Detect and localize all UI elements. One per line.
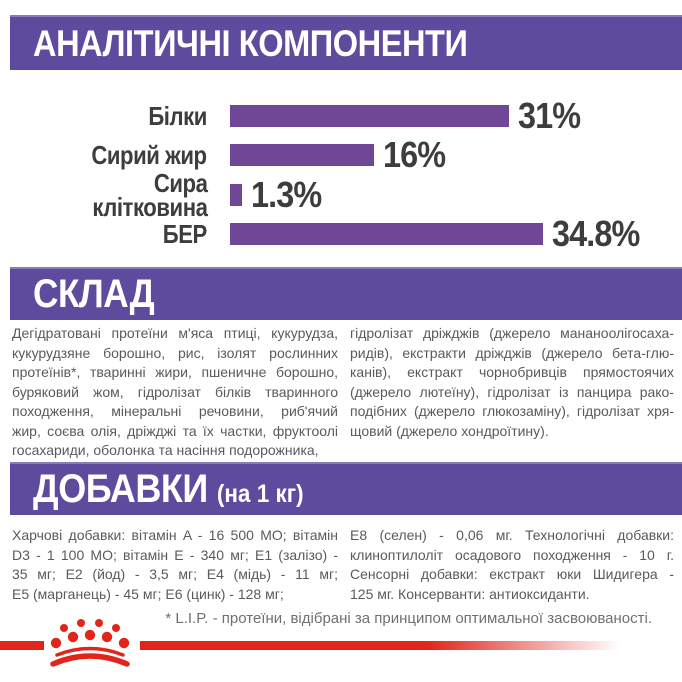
additives-title-row: ДОБАВКИ (на 1 кг) — [33, 467, 304, 512]
analytical-components-chart: Білки 31% Сирий жир 16% Сира клітковина 1.3% Б… — [0, 0, 682, 260]
chart-row: Сира клітковина 1.3% — [0, 168, 329, 222]
section-header-analytical: АНАЛІТИЧНІ КОМПОНЕНТИ — [10, 15, 682, 70]
chart-value-label: 31% — [518, 95, 581, 136]
section-title-composition: СКЛАД — [33, 272, 155, 316]
royal-canin-crown-icon — [50, 619, 130, 667]
composition-text-left-column: Дегідратовані протеїни м'яса птиці, куку… — [12, 324, 338, 461]
text-line: канів), екстракт чорнобривців прямостояч… — [350, 364, 674, 380]
chart-value-label: 16% — [383, 134, 446, 175]
text-line: щовий (джерело хондроїтину). — [350, 422, 549, 439]
chart-bar — [230, 144, 374, 166]
text-line: походження, мінеральні речовини, риб'ячи… — [12, 403, 338, 419]
brand-rule-right — [140, 641, 635, 650]
text-line: 125 мг. Консерванти: антиоксиданти. — [350, 585, 590, 602]
text-line: подібних (джерело глюкозаміну), гідроліз… — [350, 403, 674, 419]
chart-category-label: Сирий жир — [91, 140, 208, 170]
chart-row: Сирий жир 16% — [0, 134, 452, 176]
text-line: госахариди, оболонка та насіння подорожн… — [12, 442, 319, 458]
section-title-analytical: АНАЛІТИЧНІ КОМПОНЕНТИ — [33, 22, 468, 64]
lip-footnote: * L.I.P. - протеїни, відібрані за принци… — [165, 610, 652, 627]
text-line: буряковий жом, гідролізат білків тваринн… — [12, 383, 338, 400]
text-line: клиноптилоліт осадового походження - 10 … — [350, 546, 674, 563]
brand-rule-left — [0, 641, 44, 650]
chart-value-label: 34.8% — [552, 213, 640, 254]
text-line: Дегідратовані протеїни м'яса птиці, куку… — [12, 325, 338, 341]
chart-value-label: 1.3% — [250, 174, 322, 215]
section-header-composition: СКЛАД — [10, 267, 682, 320]
chart-bar — [230, 105, 509, 127]
text-line: 35 мг; E2 (йод) - 3,5 мг; E4 (мідь) - 11… — [12, 566, 338, 582]
chart-bar — [230, 184, 242, 206]
chart-category-label: Сира клітковина — [91, 168, 208, 222]
chart-category-label: БЕР — [162, 219, 208, 249]
text-line: протеїнів*, тваринні жири, пшеничне боро… — [12, 364, 338, 380]
text-line: ридів), екстракти дріжджів (джерело бета… — [350, 344, 674, 361]
text-line: (джерело лютеїну), гідролізат із панцира… — [350, 383, 674, 400]
text-line: D3 - 1 100 МО; вітамін E - 340 мг; E1 (з… — [12, 546, 338, 563]
text-line: Сенсорні добавки: екстракт юки Шидигера … — [350, 566, 674, 582]
section-title-additives: ДОБАВКИ — [33, 467, 208, 511]
section-header-additives: ДОБАВКИ (на 1 кг) — [10, 462, 682, 515]
text-line: Харчові добавки: вітамін A - 16 500 МО; … — [12, 527, 338, 543]
additives-text-right-column: E8 (селен) - 0,06 мг. Технологічні добав… — [350, 526, 674, 604]
composition-text-right-column: гідролізат дріжджів (джерело мананооліго… — [350, 324, 674, 441]
additives-text-left-column: Харчові добавки: вітамін A - 16 500 МО; … — [12, 526, 338, 604]
chart-bar — [230, 223, 544, 245]
chart-row: БЕР 34.8% — [0, 213, 649, 255]
text-line: E8 (селен) - 0,06 мг. Технологічні добав… — [350, 527, 674, 543]
text-line: гідролізат дріжджів (джерело мананооліго… — [350, 325, 674, 341]
chart-category-label: Білки — [148, 101, 207, 131]
chart-row: Білки 31% — [0, 95, 587, 137]
additives-per-kg-suffix: (на 1 кг) — [216, 480, 304, 508]
text-line: кукурудзяне борошно, рис, ізолят рослинн… — [12, 344, 338, 361]
text-line: E5 (марганець) - 45 мг; E6 (цинк) - 128 … — [12, 585, 284, 602]
text-line: жир, соєва олія, дріжджі та їх частки, ф… — [12, 422, 338, 439]
